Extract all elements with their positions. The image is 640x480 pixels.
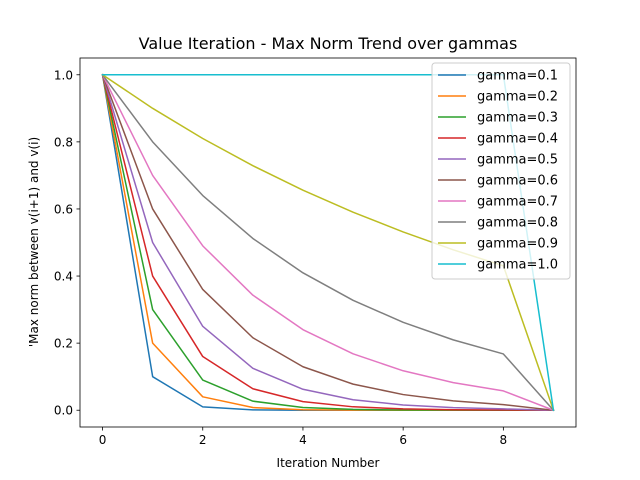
legend-label-1: gamma=0.1 [477,69,558,84]
x-tick-label: 2 [199,433,207,447]
chart-title: Value Iteration - Max Norm Trend over ga… [139,34,518,53]
y-tick-label: 0.2 [54,337,73,351]
legend-label-10: gamma=1.0 [477,258,558,273]
x-tick-label: 6 [399,433,407,447]
series-line-8 [101,73,555,412]
y-tick-label: 0.8 [54,135,73,149]
x-axis-label: Iteration Number [277,456,380,470]
legend-label-7: gamma=0.7 [477,195,558,210]
series-line-4 [101,73,555,411]
x-tick-label: 0 [99,433,107,447]
x-tick-label: 8 [500,433,508,447]
legend-box [431,62,571,280]
x-tick-label: 4 [299,433,307,447]
legend-label-8: gamma=0.8 [477,216,558,231]
y-tick-label: 1.0 [54,68,73,82]
series-line-7 [101,73,555,412]
legend-label-4: gamma=0.4 [477,132,558,147]
y-tick-label: 0.0 [54,404,73,418]
legend-label-2: gamma=0.2 [477,90,558,105]
legend-label-6: gamma=0.6 [477,174,558,189]
series-line-6 [101,73,555,412]
y-tick-label: 0.4 [54,270,73,284]
y-tick-label: 0.6 [54,202,73,216]
y-axis-label: 'Max norm between v(i+1) and v(i) [27,137,41,347]
legend: gamma=0.1 gamma=0.2 gamma=0.3 gamma=0.4 gamm… [431,62,571,280]
series-line-5 [101,73,555,411]
legend-label-3: gamma=0.3 [477,111,558,126]
legend-label-5: gamma=0.5 [477,153,558,168]
axes-frame [79,57,577,428]
legend-label-9: gamma=0.9 [477,237,558,252]
